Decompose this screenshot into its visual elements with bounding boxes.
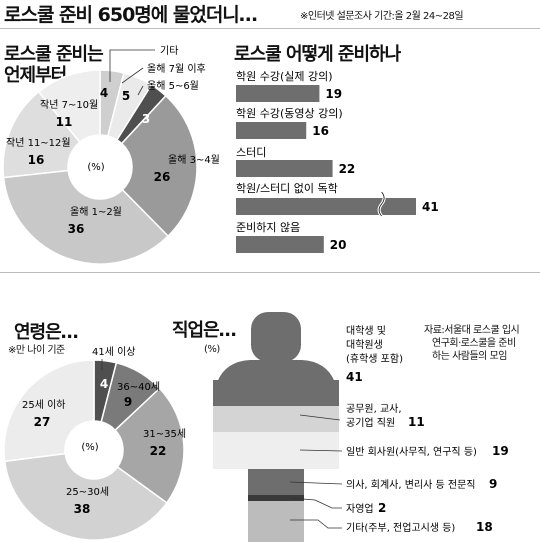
- job-value-3: 9: [489, 477, 497, 491]
- job-value-1: 11: [408, 415, 425, 429]
- job-figure: [213, 312, 339, 542]
- age-label-under25: 25세 이하: [22, 398, 66, 411]
- methods-value-3: 41: [422, 200, 439, 214]
- methods-value-1: 16: [312, 124, 329, 138]
- timing-leader-mayjun: [137, 85, 144, 96]
- job-value-0: 41: [346, 370, 363, 384]
- methods-value-2: 22: [339, 162, 356, 176]
- age-label-25-30: 25~30세: [66, 486, 109, 498]
- methods-value-0: 19: [325, 87, 342, 101]
- timing-label-other: 기타: [160, 45, 178, 57]
- timing-slice-5: [2, 90, 81, 179]
- job-label-3: 의사, 회계사, 변리사 등 전문직: [346, 479, 475, 491]
- job-value-5: 18: [476, 520, 493, 534]
- methods-axis-break-line: [378, 191, 385, 217]
- job-label-2: 일반 회사원(사무직, 연구직 등): [346, 446, 477, 458]
- job-seg-students-body: [213, 380, 339, 406]
- job-leader-1: [299, 414, 341, 421]
- timing-slice-4: [2, 169, 170, 265]
- timing-value-marapr: 26: [154, 170, 171, 184]
- timing-value-janfeb: 36: [68, 222, 85, 236]
- job-head: [251, 312, 301, 362]
- age-value-36-40: 9: [124, 395, 132, 409]
- job-value-4: 2: [378, 501, 386, 515]
- age-value-31-35: 22: [150, 444, 167, 458]
- methods-label-3: 학원/스터디 없이 독학: [236, 182, 338, 195]
- timing-label-novdec: 작년 11~12월: [6, 137, 71, 149]
- methods-bar-4: [236, 236, 324, 253]
- survey-note: ※인터넷 설문조사 기간:올 2월 24~28일: [300, 11, 464, 22]
- methods-label-2: 스터디: [236, 146, 266, 159]
- methods-bars: 19 16 22 41 20: [236, 85, 439, 253]
- timing-title-line2: 언제부터: [4, 65, 67, 86]
- timing-value-novdec: 16: [28, 153, 45, 167]
- methods-label-0: 학원 수강(실제 강의): [236, 70, 333, 83]
- job-seg-public: [213, 406, 339, 432]
- age-note: ※만 나이 기준: [8, 345, 65, 356]
- age-slice-4: [3, 359, 95, 463]
- methods-bar-0: [236, 85, 320, 102]
- job-label-0-line3: (휴학생 포함): [346, 353, 403, 365]
- timing-label-marapr: 올해 3~4월: [168, 153, 220, 166]
- job-source-line3: 하는 사람들의 모임: [432, 351, 507, 362]
- timing-value-other: 4: [100, 86, 108, 100]
- methods-label-1: 학원 수강(동영상 강의): [236, 107, 343, 120]
- main-title: 로스쿨 준비 650명에 물었더니…: [4, 4, 258, 26]
- age-label-31-35: 31~35세: [143, 428, 186, 440]
- methods-label-4: 준비하지 않음: [236, 220, 300, 234]
- job-label-5: 기타(주부, 전업고시생 등): [346, 521, 455, 534]
- age-label-41plus: 41세 이상: [92, 346, 136, 358]
- job-leader-4: [289, 497, 342, 509]
- timing-slices: [2, 69, 198, 265]
- job-label-4: 자영업: [346, 502, 374, 515]
- age-title: 연령은…: [14, 322, 79, 343]
- job-source-line2: 연구회·로스쿨을 준비: [432, 338, 516, 349]
- methods-bar-2: [236, 160, 333, 177]
- methods-bar-1: [236, 122, 307, 139]
- methods-title: 로스쿨 어떻게 준비하나: [234, 44, 401, 65]
- timing-label-julocy: 작년 7~10월: [40, 99, 98, 111]
- timing-center-unit: (%): [87, 162, 104, 173]
- job-leader-2: [299, 449, 343, 452]
- timing-value-julocy: 11: [56, 115, 73, 129]
- timing-leader-jul: [121, 67, 144, 84]
- age-slices: [3, 359, 185, 541]
- timing-label-janfeb: 올해 1~2월: [70, 205, 122, 218]
- job-title: 직업은…: [172, 320, 237, 341]
- methods-bar-3: [236, 198, 416, 215]
- timing-value-jul: 5: [122, 89, 130, 103]
- job-source-line1: 자료:서울대 로스쿨 입시: [424, 325, 520, 336]
- job-unit: (%): [204, 344, 220, 355]
- age-value-41plus: 4: [100, 377, 108, 391]
- job-label-0-line2: 대학원생: [346, 339, 383, 351]
- job-label-1-line1: 공무원, 교사,: [346, 403, 402, 415]
- age-label-36-40: 36~40세: [117, 381, 160, 393]
- timing-slice-6: [37, 69, 101, 144]
- job-seg-other: [248, 501, 304, 542]
- job-leader-3: [289, 481, 343, 485]
- age-slice-2: [114, 387, 185, 504]
- timing-leader-other: [109, 49, 155, 82]
- timing-label-jul: 올해 7월 이후: [147, 62, 206, 75]
- age-value-under25: 27: [34, 415, 51, 429]
- methods-value-4: 20: [330, 238, 347, 252]
- section-divider: [0, 272, 540, 273]
- age-center-unit: (%): [81, 442, 98, 453]
- timing-title-line1: 로스쿨 준비는: [4, 44, 104, 65]
- job-seg-selfemployed: [248, 495, 304, 501]
- job-label-0-line1: 대학생 및: [346, 325, 386, 337]
- header-divider: [0, 28, 540, 29]
- job-label-1-line2: 공기업 직원: [346, 416, 395, 429]
- timing-slice-3: [120, 94, 198, 238]
- age-value-25-30: 38: [74, 502, 91, 516]
- timing-value-mayjun: 3: [142, 112, 150, 126]
- age-slice-3: [3, 452, 168, 541]
- job-value-2: 19: [492, 444, 509, 458]
- timing-label-mayjun: 올해 5~6월: [147, 79, 199, 92]
- job-leader-5: [290, 519, 342, 529]
